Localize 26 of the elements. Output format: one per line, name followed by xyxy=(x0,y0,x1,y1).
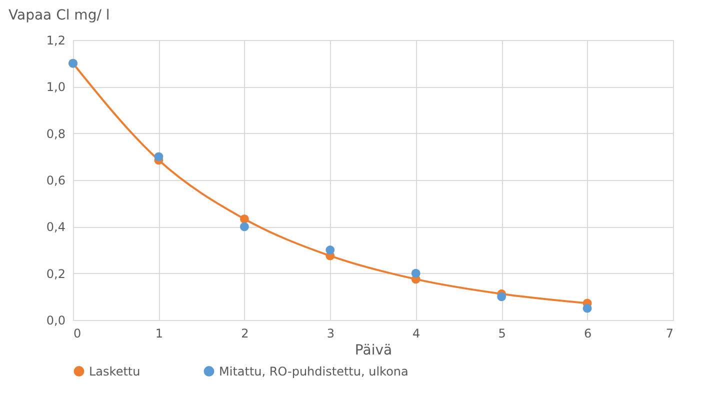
x-tick-label: 5 xyxy=(498,326,506,340)
y-tick-label: 0,8 xyxy=(46,126,66,141)
x-tick-label: 6 xyxy=(584,326,592,340)
y-tick-label: 0,2 xyxy=(46,266,66,281)
legend-label: Mitattu, RO-puhdistettu, ulkona xyxy=(219,364,408,378)
x-tick-label: 0 xyxy=(74,326,82,340)
x-axis-title: Päivä xyxy=(354,342,392,358)
point xyxy=(497,292,506,302)
point xyxy=(582,304,592,313)
point xyxy=(326,246,335,254)
y-tick-label: 0,4 xyxy=(46,220,66,234)
point xyxy=(240,214,249,224)
y-tick-label: 1,2 xyxy=(46,34,66,48)
y-tick-label: 1,0 xyxy=(46,80,66,94)
x-tick-label: 1 xyxy=(155,326,164,340)
x-tick-label: 7 xyxy=(666,326,674,340)
x-tick-label: 2 xyxy=(241,326,249,340)
y-axis-title: Vapaa Cl mg/ l xyxy=(8,8,110,24)
y-tick-label: 0,6 xyxy=(46,174,66,188)
x-tick-label: 3 xyxy=(326,326,334,340)
x-tick-label: 4 xyxy=(412,326,420,340)
point xyxy=(240,222,249,232)
legend-label: Laskettu xyxy=(89,364,140,378)
y-tick-label: 0,0 xyxy=(46,314,66,328)
point xyxy=(411,268,420,278)
point xyxy=(154,152,164,162)
